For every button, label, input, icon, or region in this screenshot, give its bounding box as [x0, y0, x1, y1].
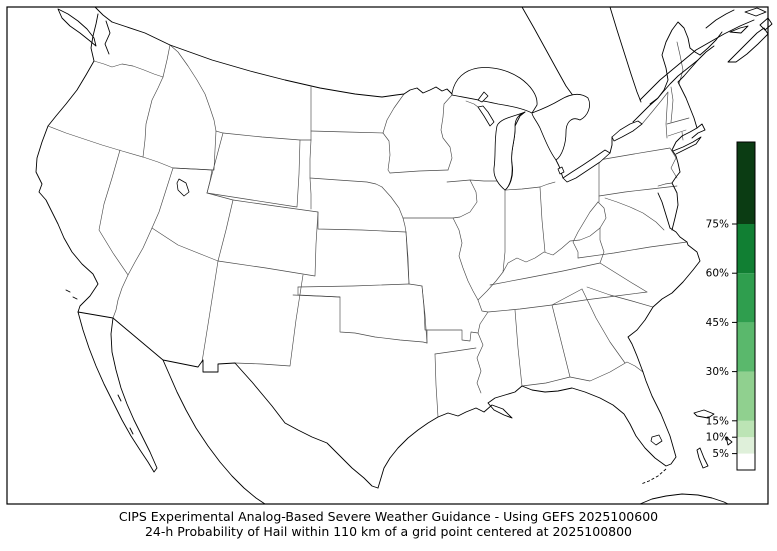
colorbar-frame: [736, 141, 756, 471]
colorbar-segment: [737, 371, 755, 421]
caption-line-1: CIPS Experimental Analog-Based Severe We…: [118, 509, 659, 524]
colorbar-segment: [737, 273, 755, 323]
colorbar-tick-label: 60%: [706, 268, 729, 280]
colorbar-tick-label: 10%: [706, 432, 729, 444]
state-borders: [47, 41, 690, 418]
colorbar-segment: [737, 224, 755, 274]
caption-line-2: 24-h Probability of Hail within 110 km o…: [144, 524, 633, 539]
colorbar-tick-label: 75%: [706, 219, 729, 231]
colorbar-segment: [737, 142, 755, 224]
colorbar-segment: [737, 322, 755, 372]
colorbar-tick-label: 15%: [706, 415, 729, 427]
colorbar-tick-label: 45%: [706, 317, 729, 329]
map-frame: [6, 6, 769, 505]
colorbar-segment: [737, 420, 755, 438]
colorbar-segment: [737, 437, 755, 454]
colorbar-tick-label: 30%: [706, 366, 729, 378]
colorbar-segment: [737, 453, 755, 470]
colorbar: 75% 60% 45% 30% 15% 10% 5%: [706, 141, 756, 471]
colorbar-tick-label: 5%: [712, 448, 729, 460]
great-lakes: [451, 67, 643, 191]
caption: CIPS Experimental Analog-Based Severe We…: [0, 509, 777, 539]
